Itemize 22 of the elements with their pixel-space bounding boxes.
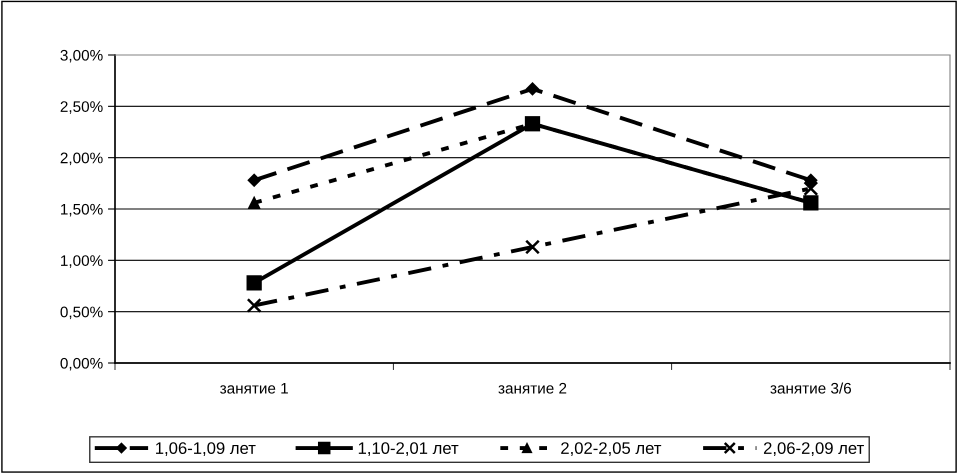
- y-tick-label: 0,00%: [60, 358, 103, 370]
- y-tick-label: 0,50%: [60, 306, 103, 320]
- x-tick-label: занятие 1: [220, 383, 288, 394]
- point: [246, 275, 262, 291]
- point: [246, 298, 262, 314]
- legend-label: 2,02-2,05 лет: [561, 442, 662, 456]
- legend-label: 2,06-2,09 лет: [764, 442, 864, 456]
- y-tick-label: 1,00%: [61, 255, 103, 268]
- x-tick-label: занятие 2: [498, 382, 566, 394]
- point: [525, 239, 540, 254]
- y-tick-label: 3,00%: [60, 50, 103, 62]
- point: [526, 82, 540, 96]
- point: [803, 180, 818, 196]
- legend-label: 1,06-1,09 лет: [156, 442, 256, 456]
- y-tick-label: 2,50%: [60, 101, 103, 114]
- point: [804, 174, 818, 187]
- point: [248, 196, 260, 210]
- point: [248, 174, 261, 187]
- y-tick-label: 2,00%: [60, 152, 103, 166]
- legend-label: 1,10-2,01 лет: [358, 442, 458, 456]
- x-tick-label: занятие 3/6: [770, 382, 852, 394]
- y-tick-label: 1,50%: [61, 204, 103, 216]
